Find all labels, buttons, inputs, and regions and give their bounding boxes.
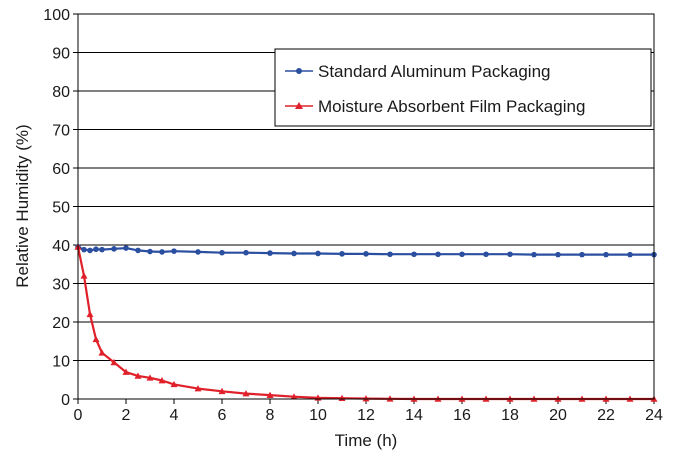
legend-label-standard: Standard Aluminum Packaging bbox=[318, 62, 550, 81]
data-point-moisture-absorbent bbox=[92, 335, 100, 343]
y-tick-label: 100 bbox=[43, 7, 70, 24]
data-point-standard-aluminum bbox=[195, 249, 201, 255]
legend-marker-absorbent bbox=[295, 102, 303, 109]
data-point-moisture-absorbent bbox=[242, 390, 250, 397]
data-point-standard-aluminum bbox=[315, 250, 321, 257]
data-point-moisture-absorbent bbox=[386, 395, 394, 402]
x-tick-label: 20 bbox=[549, 407, 567, 424]
data-point-moisture-absorbent bbox=[362, 395, 370, 402]
data-point-standard-aluminum bbox=[627, 251, 633, 258]
data-point-standard-aluminum bbox=[93, 246, 99, 253]
x-tick-label: 0 bbox=[74, 407, 83, 424]
x-tick-label: 4 bbox=[170, 407, 179, 424]
data-point-standard-aluminum bbox=[387, 251, 393, 258]
y-tick-label: 30 bbox=[52, 277, 70, 294]
series-line-moisture-absorbent bbox=[76, 246, 654, 401]
data-point-standard-aluminum bbox=[159, 249, 165, 255]
y-tick-label: 70 bbox=[52, 123, 70, 140]
data-point-standard-aluminum bbox=[411, 251, 417, 258]
data-point-standard-aluminum bbox=[435, 251, 441, 258]
data-point-standard-aluminum bbox=[459, 251, 465, 258]
data-point-moisture-absorbent bbox=[146, 374, 154, 381]
data-point-moisture-absorbent bbox=[80, 272, 88, 279]
data-point-standard-aluminum bbox=[291, 250, 297, 257]
data-point-standard-aluminum bbox=[243, 249, 249, 256]
x-tick-label: 24 bbox=[645, 407, 663, 424]
data-point-standard-aluminum bbox=[579, 251, 585, 258]
data-point-moisture-absorbent bbox=[218, 387, 226, 395]
legend-box bbox=[274, 48, 652, 127]
data-point-standard-aluminum bbox=[507, 251, 513, 258]
x-tick-label: 10 bbox=[309, 407, 327, 424]
y-tick-label: 0 bbox=[61, 392, 70, 409]
x-tick-label: 8 bbox=[266, 407, 275, 424]
x-tick-label: 16 bbox=[453, 407, 471, 424]
data-point-standard-aluminum bbox=[123, 245, 129, 251]
x-tick-label: 12 bbox=[357, 407, 375, 424]
data-point-moisture-absorbent bbox=[158, 377, 166, 384]
series-layer bbox=[74, 243, 658, 402]
x-tick-label: 2 bbox=[122, 407, 131, 424]
legend-marker-standard bbox=[296, 68, 302, 74]
legend-label-absorbent: Moisture Absorbent Film Packaging bbox=[318, 97, 585, 116]
data-point-moisture-absorbent bbox=[110, 358, 118, 366]
y-tick-label: 40 bbox=[52, 238, 70, 255]
y-tick-label: 80 bbox=[52, 84, 70, 101]
data-point-moisture-absorbent bbox=[170, 380, 178, 388]
data-point-standard-aluminum bbox=[531, 251, 537, 258]
legend: Standard Aluminum Packaging Moisture Abs… bbox=[274, 48, 652, 127]
data-point-standard-aluminum bbox=[219, 249, 225, 256]
data-point-standard-aluminum bbox=[603, 251, 609, 258]
x-tick-label: 18 bbox=[501, 407, 519, 424]
y-tick-label: 90 bbox=[52, 46, 70, 63]
data-point-standard-aluminum bbox=[555, 251, 561, 258]
data-point-standard-aluminum bbox=[267, 250, 273, 256]
data-point-moisture-absorbent bbox=[266, 391, 274, 398]
x-tick-label: 6 bbox=[218, 407, 227, 424]
x-tick-label: 22 bbox=[597, 407, 615, 424]
data-point-standard-aluminum bbox=[171, 248, 177, 254]
data-point-moisture-absorbent bbox=[86, 310, 94, 318]
x-axis-label: Time (h) bbox=[335, 431, 398, 450]
data-point-standard-aluminum bbox=[147, 248, 153, 255]
y-axis-label: Relative Humidity (%) bbox=[13, 124, 32, 287]
y-tick-label: 20 bbox=[52, 315, 70, 332]
y-tick-label: 10 bbox=[52, 354, 70, 371]
data-point-standard-aluminum bbox=[81, 246, 87, 253]
data-point-standard-aluminum bbox=[99, 246, 105, 253]
y-tick-label: 50 bbox=[52, 200, 70, 217]
data-point-standard-aluminum bbox=[483, 251, 489, 258]
data-point-moisture-absorbent bbox=[194, 385, 202, 392]
data-point-standard-aluminum bbox=[87, 247, 93, 254]
data-point-moisture-absorbent bbox=[134, 372, 142, 379]
data-point-moisture-absorbent bbox=[290, 393, 298, 400]
data-point-standard-aluminum bbox=[363, 251, 369, 257]
y-tick-label: 60 bbox=[52, 161, 70, 178]
plot-frame bbox=[77, 13, 655, 400]
data-point-moisture-absorbent bbox=[122, 368, 130, 375]
data-point-moisture-absorbent bbox=[98, 349, 106, 356]
data-point-standard-aluminum bbox=[135, 247, 141, 254]
data-point-standard-aluminum bbox=[111, 246, 117, 252]
x-tick-label: 14 bbox=[405, 407, 423, 424]
data-point-standard-aluminum bbox=[339, 251, 345, 257]
